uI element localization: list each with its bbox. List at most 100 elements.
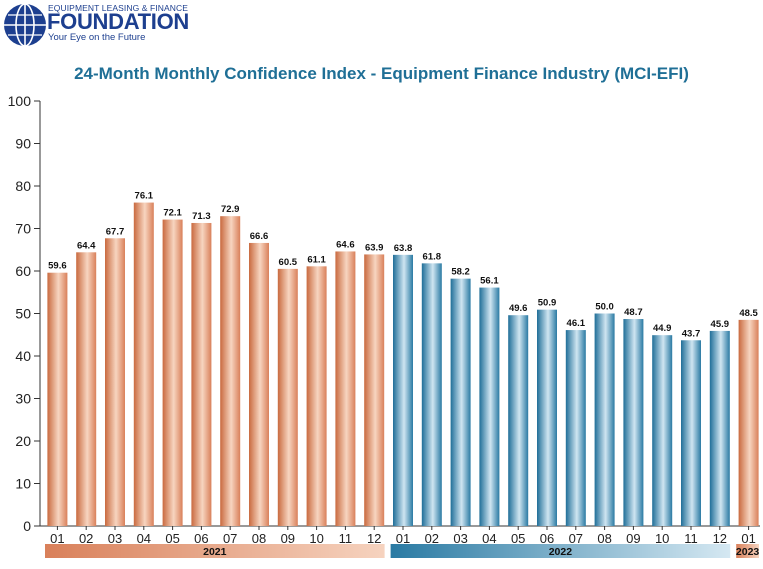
bar [537,309,557,526]
bar [508,315,529,526]
bar [709,330,730,526]
x-tick-label: 04 [137,531,151,546]
bar [393,254,413,526]
y-tick-label: 90 [15,136,31,152]
value-label: 56.1 [480,276,499,287]
x-tick-label: 11 [339,531,353,546]
y-tick-label: 20 [15,433,31,449]
value-label: 46.1 [567,318,586,329]
y-tick-label: 30 [15,391,31,407]
bar [565,330,586,526]
year-band [736,544,759,558]
x-tick-label: 03 [453,531,467,546]
value-label: 71.3 [192,211,211,222]
org-tagline: Your Eye on the Future [48,32,146,43]
value-label: 63.8 [394,243,413,254]
bar [652,335,673,526]
value-label: 76.1 [135,191,154,202]
y-tick-label: 60 [15,263,31,279]
y-tick-label: 50 [15,306,31,322]
bar [220,216,241,527]
value-label: 64.6 [336,239,355,250]
x-tick-label: 06 [540,531,554,546]
value-label: 44.9 [653,323,672,334]
y-tick-label: 0 [23,518,31,534]
org-top-line: EQUIPMENT LEASING & FINANCE [48,3,188,13]
bar [105,238,125,526]
value-label: 63.9 [365,242,384,253]
x-tick-label: 02 [425,531,439,546]
x-tick-label: 11 [684,531,698,546]
year-band-label: 2021 [203,546,227,558]
value-label: 50.0 [595,302,614,313]
bar [623,319,644,526]
x-tick-label: 08 [597,531,611,546]
y-tick-label: 40 [15,348,31,364]
x-tick-label: 03 [108,531,122,546]
org-name: FOUNDATION [47,9,190,34]
x-tick-label: 08 [252,531,266,546]
x-tick-label: 01 [396,531,410,546]
value-label: 61.1 [307,254,326,265]
year-band [45,544,385,558]
y-tick-label: 80 [15,178,31,194]
chart-title: 24-Month Monthly Confidence Index - Equi… [74,64,689,83]
value-label: 61.8 [423,251,442,262]
x-tick-label: 09 [626,531,640,546]
value-label: 50.9 [538,298,557,309]
x-tick-label: 04 [482,531,496,546]
y-tick-label: 10 [15,476,31,492]
x-tick-label: 12 [713,531,727,546]
year-band-label: 2023 [736,546,760,558]
x-tick-label: 05 [165,531,179,546]
x-tick-label: 06 [194,531,208,546]
x-tick-label: 01 [50,531,64,546]
value-label: 66.6 [250,231,269,242]
value-label: 43.7 [682,328,701,339]
bar [47,272,68,526]
globe-logo-icon [4,3,46,47]
year-band [390,544,731,558]
x-tick-label: 10 [655,531,669,546]
x-tick-label: 10 [309,531,323,546]
year-bands: 2021 2022 2023 [45,544,759,558]
bar [479,287,500,526]
bar [162,219,183,526]
y-tick-label: 70 [15,221,31,237]
value-label: 67.7 [106,226,125,237]
bar [681,340,701,526]
x-tick-label: 05 [511,531,525,546]
value-label: 72.9 [221,204,240,215]
year-band-label: 2022 [549,546,573,558]
bar [594,313,615,526]
value-label: 45.9 [711,319,730,330]
x-tick-label: 02 [79,531,93,546]
foundation-logo: EQUIPMENT LEASING & FINANCE FOUNDATION Y… [0,0,260,48]
bar [335,251,356,526]
value-label: 49.6 [509,303,528,314]
value-label: 60.5 [279,257,298,268]
value-label: 48.7 [624,307,643,318]
chart-labels: 59.6 01 64.4 02 67.7 03 76.1 04 72.1 05 71.3 06 72.9… [48,191,758,546]
y-tick-label: 100 [8,93,32,109]
value-label: 48.5 [739,308,758,319]
bar [306,266,327,526]
bar [191,222,212,526]
value-label: 59.6 [48,261,67,272]
bar [738,319,759,526]
bar [277,268,298,526]
value-label: 64.4 [77,240,96,251]
bar [249,242,269,526]
bar [421,263,442,526]
x-tick-label: 12 [367,531,381,546]
x-tick-label: 01 [741,531,755,546]
value-label: 72.1 [163,208,182,219]
bar [133,202,154,526]
x-tick-label: 07 [223,531,237,546]
bar [450,278,471,526]
value-label: 58.2 [451,267,470,278]
chart-bars [47,202,759,527]
x-tick-label: 09 [281,531,295,546]
bar [364,254,385,527]
